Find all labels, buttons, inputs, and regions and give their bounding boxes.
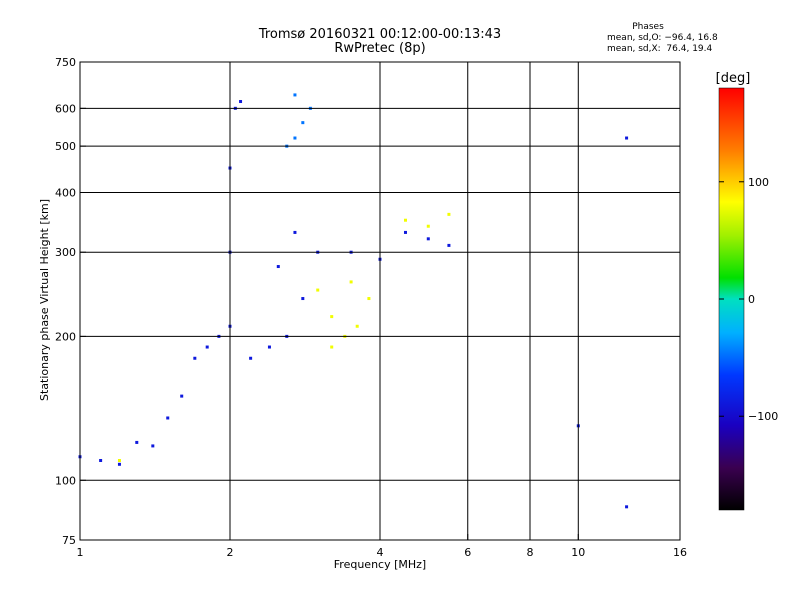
scatter-point-o xyxy=(267,345,271,349)
x-tick-label: 4 xyxy=(377,546,384,559)
phases-label: Phases xyxy=(632,22,664,32)
scatter-point-f2-upper xyxy=(301,121,305,125)
scatter-point-x xyxy=(403,218,407,222)
scatter-point-o xyxy=(447,243,451,247)
scatter-point-o xyxy=(239,100,243,104)
y-axis: 75 100 200 300 400 500 600 750 xyxy=(55,56,86,547)
colorbar-tick-label: −100 xyxy=(748,410,778,423)
x-axis-label: Frequency [MHz] xyxy=(334,558,426,571)
scatter-point-x xyxy=(316,288,320,292)
chart-title: Tromsø 20160321 00:12:00-00:13:43 xyxy=(258,27,502,42)
colorbar-tick-label: 0 xyxy=(748,293,755,306)
scatter-point-o xyxy=(276,265,280,269)
y-tick-label: 75 xyxy=(62,534,76,547)
scatter-point-x xyxy=(349,280,353,284)
y-axis-label: Stationary phase Virtual Height [km] xyxy=(38,199,51,401)
scatter-point-o xyxy=(625,505,629,509)
y-tick-label: 600 xyxy=(55,102,76,115)
scatter-point-x xyxy=(367,297,371,301)
x-axis: 1 2 4 6 8 10 16 xyxy=(77,534,687,559)
scatter-point-x xyxy=(330,315,334,319)
scatter-point-o xyxy=(403,230,407,234)
scatter-point-o xyxy=(117,462,121,466)
scatter-point-o xyxy=(205,345,209,349)
x-tick-label: 16 xyxy=(673,546,687,559)
chart-subtitle: RwPretec (8p) xyxy=(334,41,426,56)
scatter-point-o xyxy=(625,136,629,140)
x-tick-label: 6 xyxy=(464,546,471,559)
scatter-point-o xyxy=(293,230,297,234)
grid-lines xyxy=(80,62,680,540)
scatter-point-o xyxy=(180,394,184,398)
scatter-point-x xyxy=(447,212,451,216)
phase-x-stats: mean, sd,X: 76.4, 19.4 xyxy=(607,44,713,54)
y-tick-label: 200 xyxy=(55,330,76,343)
y-tick-label: 750 xyxy=(55,56,76,69)
scatter-point-o xyxy=(249,356,253,360)
y-tick-label: 100 xyxy=(55,474,76,487)
colorbar-tick-label: 100 xyxy=(748,176,769,189)
scatter-point-f2-upper xyxy=(293,136,297,140)
scatter-point-o xyxy=(426,237,430,241)
y-tick-label: 300 xyxy=(55,246,76,259)
x-tick-label: 2 xyxy=(227,546,234,559)
scatter-point-x xyxy=(426,224,430,228)
scatter-point-f2-upper xyxy=(293,93,297,97)
colorbar-label: [deg] xyxy=(716,71,751,86)
scatter-point-o xyxy=(193,356,197,360)
scatter-points xyxy=(78,93,629,509)
scatter-point-o xyxy=(151,444,155,448)
scatter-point-o xyxy=(301,297,305,301)
colorbar-ticks: 100 0 −100 xyxy=(719,176,778,423)
scatter-point-o xyxy=(166,416,170,420)
scatter-point-x xyxy=(330,345,334,349)
phase-o-stats: mean, sd,O: −96.4, 16.8 xyxy=(607,33,718,43)
x-tick-label: 10 xyxy=(571,546,585,559)
scatter-point-o xyxy=(99,458,103,462)
x-tick-label: 8 xyxy=(527,546,534,559)
y-tick-label: 500 xyxy=(55,140,76,153)
scatter-point-o xyxy=(135,440,139,444)
scatter-point-x xyxy=(355,324,359,328)
y-tick-label: 400 xyxy=(55,186,76,199)
scatter-point-x xyxy=(117,458,121,462)
x-tick-label: 1 xyxy=(77,546,84,559)
